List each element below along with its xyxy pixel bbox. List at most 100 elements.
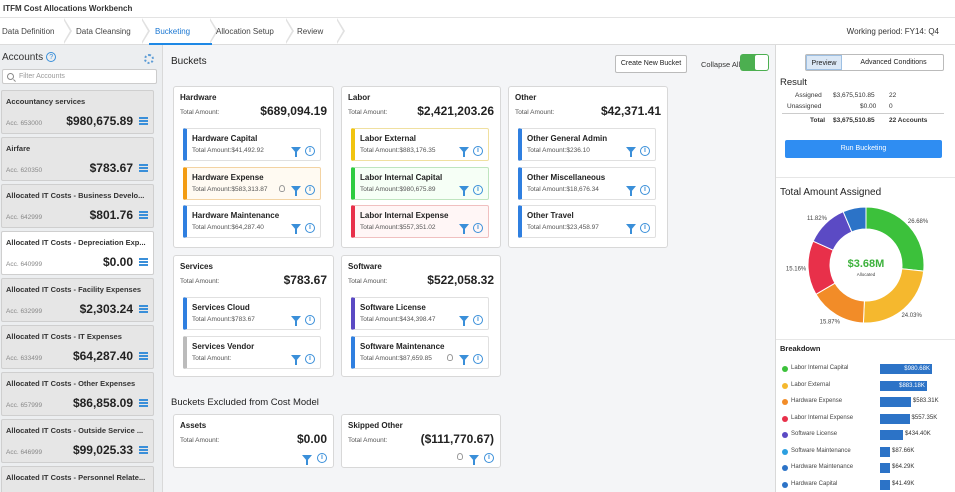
bucket-card[interactable]: Hardware Expense Total Amount:$583,313.87… bbox=[183, 167, 321, 200]
info-icon[interactable]: i bbox=[640, 185, 650, 195]
filter-icon[interactable] bbox=[459, 355, 469, 365]
account-name: Allocated IT Costs - IT Expenses bbox=[6, 332, 122, 341]
lightbulb-icon[interactable] bbox=[447, 354, 453, 361]
filter-icon[interactable] bbox=[459, 316, 469, 326]
account-card[interactable]: Allocated IT Costs - Other Expenses Acc. … bbox=[1, 372, 154, 416]
account-amount: $64,287.40 bbox=[72, 349, 133, 363]
assigned-value: $3,675,510.85 bbox=[833, 92, 875, 99]
info-icon[interactable]: i bbox=[473, 354, 483, 364]
list-icon[interactable] bbox=[139, 399, 148, 407]
legend-dot bbox=[782, 366, 788, 372]
bucket-card[interactable]: Other Miscellaneous Total Amount:$18,676.… bbox=[518, 167, 656, 200]
breakdown-row: Software Maintenance $87.66K bbox=[780, 446, 952, 458]
account-amount: $783.67 bbox=[89, 161, 133, 175]
bucket-card[interactable]: Other General Admin Total Amount:$236.10 i bbox=[518, 128, 656, 161]
title-bar: ITFM Cost Allocations Workbench bbox=[0, 0, 955, 18]
filter-icon[interactable] bbox=[626, 224, 636, 234]
breakdown-row: Hardware Maintenance $64.29K bbox=[780, 462, 952, 474]
info-icon[interactable]: i bbox=[473, 223, 483, 233]
lightbulb-icon[interactable] bbox=[279, 185, 285, 192]
bucket-card[interactable]: Labor Internal Expense Total Amount:$557,… bbox=[351, 205, 489, 238]
info-icon[interactable]: i bbox=[305, 146, 315, 156]
slice-label: 24.03% bbox=[901, 313, 922, 319]
account-card[interactable]: Accountancy services Acc. 653000 $980,675.… bbox=[1, 90, 154, 134]
step-data-definition[interactable]: Data Definition bbox=[2, 18, 72, 45]
bucket-card[interactable]: Hardware Capital Total Amount:$41,492.92 i bbox=[183, 128, 321, 161]
account-card[interactable]: Allocated IT Costs - Depreciation Exp...… bbox=[1, 231, 154, 275]
filter-icon[interactable] bbox=[469, 455, 479, 465]
list-icon[interactable] bbox=[139, 258, 148, 266]
slice-label: 15.87% bbox=[820, 320, 841, 326]
run-bucketing-button[interactable]: Run Bucketing bbox=[785, 140, 942, 158]
breakdown-label: Labor Internal Expense bbox=[791, 414, 854, 421]
collapse-all-toggle[interactable] bbox=[740, 54, 769, 71]
filter-accounts-input[interactable]: Filter Accounts bbox=[2, 69, 157, 84]
account-card[interactable]: Allocated IT Costs - Personnel Relate... bbox=[1, 466, 154, 492]
list-icon[interactable] bbox=[139, 305, 148, 313]
tab-preview[interactable]: Preview bbox=[806, 55, 842, 70]
bucket-card[interactable]: Hardware Maintenance Total Amount:$64,287… bbox=[183, 205, 321, 238]
donut-center-value: $3.68M bbox=[848, 258, 885, 270]
bucket-card[interactable]: Software License Total Amount:$434,398.47… bbox=[351, 297, 489, 330]
bucket-card[interactable]: Labor External Total Amount:$883,176.35 i bbox=[351, 128, 489, 161]
list-icon[interactable] bbox=[139, 117, 148, 125]
bucket-card[interactable]: Services Vendor Total Amount: i bbox=[183, 336, 321, 369]
info-icon[interactable]: i bbox=[317, 453, 327, 463]
list-icon[interactable] bbox=[139, 164, 148, 172]
account-card[interactable]: Allocated IT Costs - IT Expenses Acc. 633… bbox=[1, 325, 154, 369]
info-icon[interactable]: i bbox=[305, 223, 315, 233]
list-icon[interactable] bbox=[139, 352, 148, 360]
bucket-card[interactable]: Software Maintenance Total Amount:$87,659… bbox=[351, 336, 489, 369]
account-card[interactable]: Allocated IT Costs - Outside Service ...… bbox=[1, 419, 154, 463]
list-icon[interactable] bbox=[139, 446, 148, 454]
info-icon[interactable]: i bbox=[305, 315, 315, 325]
breakdown-bar bbox=[880, 430, 904, 440]
step-data-cleansing[interactable]: Data Cleansing bbox=[76, 18, 150, 45]
bucket-card[interactable]: Services Cloud Total Amount:$783.67 i bbox=[183, 297, 321, 330]
filter-icon[interactable] bbox=[459, 186, 469, 196]
gear-icon[interactable] bbox=[144, 54, 154, 64]
account-card[interactable]: Airfare Acc. 620350 $783.67 bbox=[1, 137, 154, 181]
info-icon[interactable]: i bbox=[484, 453, 494, 463]
account-amount: $86,858.09 bbox=[72, 396, 133, 410]
bucket-card[interactable]: Other Travel Total Amount:$23,458.97 i bbox=[518, 205, 656, 238]
info-icon[interactable]: i bbox=[473, 146, 483, 156]
donut-slice[interactable] bbox=[842, 206, 867, 233]
bucket-name: Hardware Capital bbox=[192, 134, 258, 143]
breakdown-bar bbox=[880, 479, 890, 490]
group-total: $783.67 bbox=[283, 273, 327, 287]
filter-icon[interactable] bbox=[291, 186, 301, 196]
lightbulb-icon[interactable] bbox=[457, 453, 463, 460]
preview-tabs: Preview Advanced Conditions bbox=[805, 54, 944, 71]
list-icon[interactable] bbox=[139, 211, 148, 219]
filter-icon[interactable] bbox=[459, 224, 469, 234]
filter-icon[interactable] bbox=[291, 147, 301, 157]
filter-icon[interactable] bbox=[291, 224, 301, 234]
bucket-group-hardware: Hardware Total Amount: $689,094.19 Hardware… bbox=[173, 86, 334, 248]
step-allocation-setup[interactable]: Allocation Setup bbox=[216, 18, 294, 45]
filter-icon[interactable] bbox=[302, 455, 312, 465]
info-icon[interactable]: i bbox=[640, 223, 650, 233]
filter-icon[interactable] bbox=[626, 186, 636, 196]
excluded-bucket-assets[interactable]: Assets Total Amount: $0.00 i bbox=[173, 414, 334, 468]
create-new-bucket-button[interactable]: Create New Bucket bbox=[615, 55, 687, 73]
help-icon[interactable]: ? bbox=[46, 52, 57, 62]
filter-icon[interactable] bbox=[291, 316, 301, 326]
account-card[interactable]: Allocated IT Costs - Business Develo... A… bbox=[1, 184, 154, 228]
tab-advanced-conditions[interactable]: Advanced Conditions bbox=[860, 59, 927, 66]
info-icon[interactable]: i bbox=[473, 185, 483, 195]
info-icon[interactable]: i bbox=[640, 146, 650, 156]
account-card[interactable]: Allocated IT Costs - Facility Expenses Ac… bbox=[1, 278, 154, 322]
info-icon[interactable]: i bbox=[305, 354, 315, 364]
step-review[interactable]: Review bbox=[297, 18, 345, 45]
buckets-title: Buckets bbox=[171, 56, 207, 67]
info-icon[interactable]: i bbox=[473, 315, 483, 325]
excluded-bucket-skipped-other[interactable]: Skipped Other Total Amount: ($111,770.67) i bbox=[341, 414, 501, 468]
step-bucketing[interactable]: Bucketing bbox=[149, 18, 218, 45]
filter-icon[interactable] bbox=[291, 355, 301, 365]
filter-icon[interactable] bbox=[626, 147, 636, 157]
bucket-card[interactable]: Labor Internal Capital Total Amount:$980,… bbox=[351, 167, 489, 200]
info-icon[interactable]: i bbox=[305, 185, 315, 195]
filter-icon[interactable] bbox=[459, 147, 469, 157]
breakdown-bar bbox=[880, 413, 910, 424]
